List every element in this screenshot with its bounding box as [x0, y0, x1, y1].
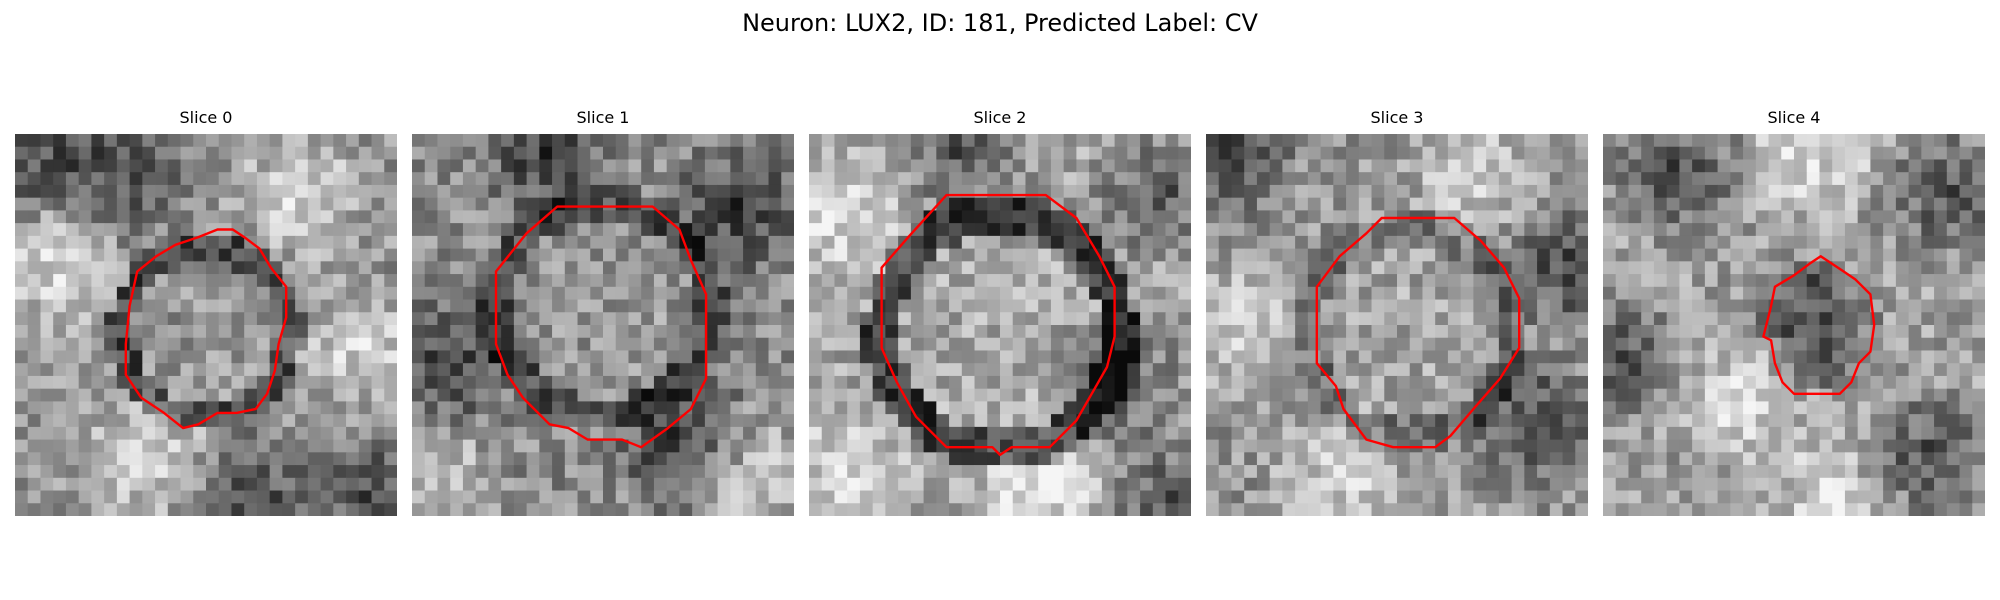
slice-title-2: Slice 2	[973, 108, 1027, 127]
slice-title-1: Slice 1	[576, 108, 630, 127]
slice-pixels-1	[412, 134, 794, 516]
slice-pixels-0	[15, 134, 397, 516]
roi-contour-2	[880, 193, 1116, 457]
figure-title: Neuron: LUX2, ID: 181, Predicted Label: …	[742, 9, 1258, 37]
slice-panel-1: Slice 1	[412, 108, 794, 516]
slice-panel-2: Slice 2	[809, 108, 1191, 516]
slice-panel-3: Slice 3	[1206, 108, 1588, 516]
slice-pixels-3	[1206, 134, 1588, 516]
slice-image-4	[1603, 134, 1985, 516]
slice-title-0: Slice 0	[179, 108, 233, 127]
slice-title-4: Slice 4	[1767, 108, 1821, 127]
slice-image-1	[412, 134, 794, 516]
slice-image-3	[1206, 134, 1588, 516]
slice-pixels-2	[809, 134, 1191, 516]
roi-contour-3	[1315, 216, 1521, 449]
slice-panel-0: Slice 0	[15, 108, 397, 516]
roi-contour-1	[494, 205, 708, 449]
roi-contour-4	[1762, 254, 1876, 395]
roi-contour-0	[124, 228, 288, 430]
slice-panel-4: Slice 4	[1603, 108, 1985, 516]
slice-image-2	[809, 134, 1191, 516]
slice-title-3: Slice 3	[1370, 108, 1424, 127]
slice-pixels-4	[1603, 134, 1985, 516]
slice-image-0	[15, 134, 397, 516]
